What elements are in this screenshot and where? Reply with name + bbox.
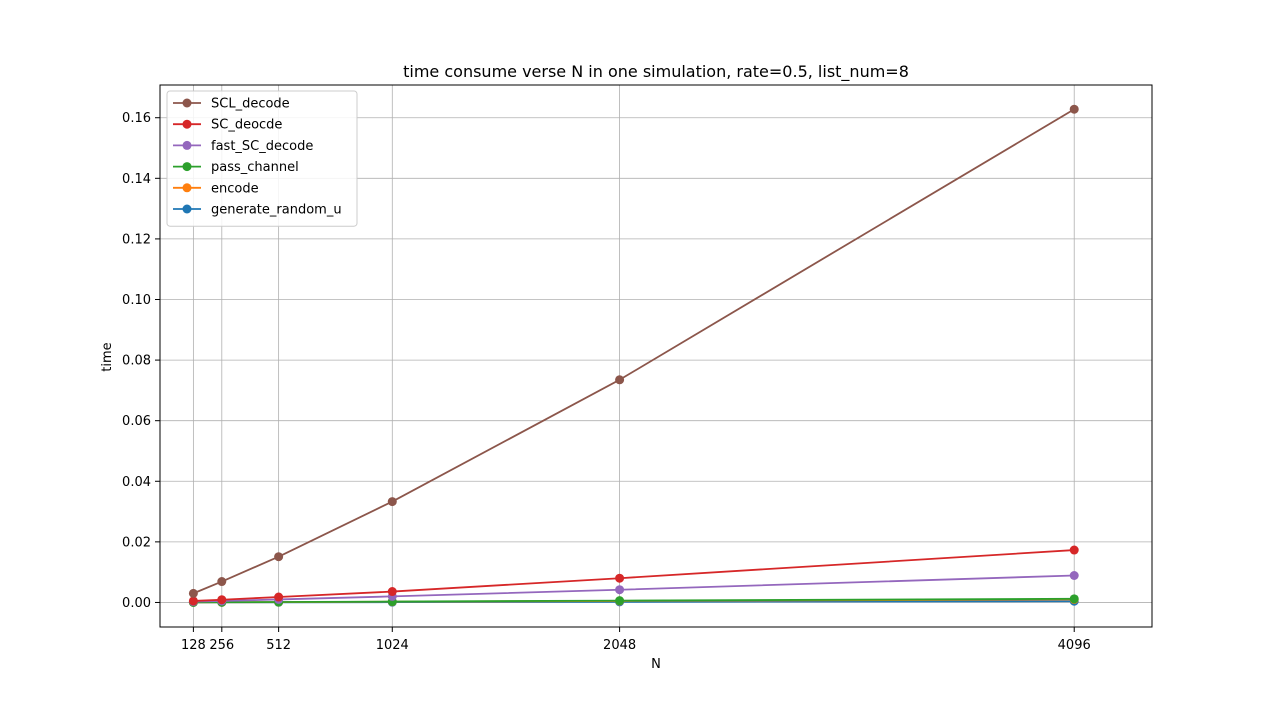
legend-swatch-marker bbox=[182, 98, 192, 108]
y-tick-label: 0.04 bbox=[122, 475, 151, 490]
y-tick-label: 0.10 bbox=[122, 293, 151, 308]
x-tick-label: 128 bbox=[181, 638, 206, 653]
legend-label: encode bbox=[211, 181, 259, 196]
data-point-SC_deocde bbox=[217, 595, 227, 605]
legend-item-encode: encode bbox=[173, 181, 259, 196]
legend-swatch-marker bbox=[182, 162, 192, 172]
series-line-fast_SC_decode bbox=[193, 574, 1075, 603]
x-tick-label: 512 bbox=[266, 638, 291, 653]
legend-item-fast_SC_decode: fast_SC_decode bbox=[173, 139, 313, 154]
axes: 128 256 512 1024 2048 4096 0.00 0.02 0.04 0.06 0.0… bbox=[122, 84, 1153, 653]
data-point-SC_deocde bbox=[615, 573, 625, 583]
data-point-SC_deocde bbox=[387, 587, 397, 597]
data-point-pass_channel bbox=[615, 596, 625, 606]
chart-title: time consume verse N in one simulation, … bbox=[403, 62, 909, 82]
data-point-SCL_decode bbox=[387, 497, 397, 507]
y-axis-label: time bbox=[100, 342, 115, 371]
y-tick-label: 0.02 bbox=[122, 535, 151, 550]
series-lines bbox=[188, 104, 1079, 607]
x-axis-label: N bbox=[651, 657, 661, 672]
data-point-SC_deocde bbox=[1069, 545, 1079, 555]
y-tick-label: 0.06 bbox=[122, 414, 151, 429]
legend-item-generate_random_u: generate_random_u bbox=[173, 203, 342, 218]
legend: SCL_decode SC_deocde fast_SC_decode pass_ch… bbox=[166, 90, 358, 227]
series-line-SCL_decode bbox=[193, 108, 1075, 595]
legend-label: fast_SC_decode bbox=[211, 139, 313, 154]
series-line-pass_channel bbox=[193, 597, 1075, 604]
plot-frame bbox=[159, 84, 1153, 628]
y-tick-label: 0.12 bbox=[122, 232, 151, 247]
y-tick-label: 0.08 bbox=[122, 354, 151, 369]
grid bbox=[160, 85, 1152, 627]
data-point-fast_SC_decode bbox=[1069, 570, 1079, 580]
series-SCL_decode bbox=[188, 104, 1079, 598]
y-tick-label: 0.14 bbox=[122, 172, 151, 187]
legend-swatch-marker bbox=[182, 119, 192, 129]
data-point-SCL_decode bbox=[274, 552, 284, 562]
legend-label: SCL_decode bbox=[211, 97, 290, 112]
legend-item-SCL_decode: SCL_decode bbox=[173, 97, 290, 112]
data-point-SCL_decode bbox=[1069, 104, 1079, 114]
legend-swatch-marker bbox=[182, 204, 192, 214]
series-SC_deocde bbox=[188, 545, 1079, 606]
data-point-SCL_decode bbox=[615, 375, 625, 385]
legend-label: generate_random_u bbox=[211, 203, 342, 218]
series-line-SC_deocde bbox=[193, 549, 1075, 602]
x-tick-label: 4096 bbox=[1058, 638, 1091, 653]
data-point-fast_SC_decode bbox=[615, 585, 625, 595]
y-tick-label: 0.16 bbox=[122, 111, 151, 126]
legend-box bbox=[166, 90, 358, 227]
data-point-SC_deocde bbox=[188, 596, 198, 606]
legend-swatch-marker bbox=[182, 140, 192, 150]
data-point-pass_channel bbox=[1069, 594, 1079, 604]
legend-swatch-marker bbox=[182, 183, 192, 193]
x-tick-label: 2048 bbox=[603, 638, 636, 653]
data-point-SCL_decode bbox=[217, 577, 227, 587]
legend-label: pass_channel bbox=[211, 160, 299, 175]
legend-item-pass_channel: pass_channel bbox=[173, 160, 299, 175]
data-point-SC_deocde bbox=[274, 592, 284, 602]
y-tick-label: 0.00 bbox=[122, 596, 151, 611]
x-tick-label: 256 bbox=[209, 638, 234, 653]
legend-item-SC_deocde: SC_deocde bbox=[173, 118, 282, 133]
x-tick-label: 1024 bbox=[376, 638, 409, 653]
legend-label: SC_deocde bbox=[211, 118, 282, 133]
data-point-SCL_decode bbox=[188, 588, 198, 598]
